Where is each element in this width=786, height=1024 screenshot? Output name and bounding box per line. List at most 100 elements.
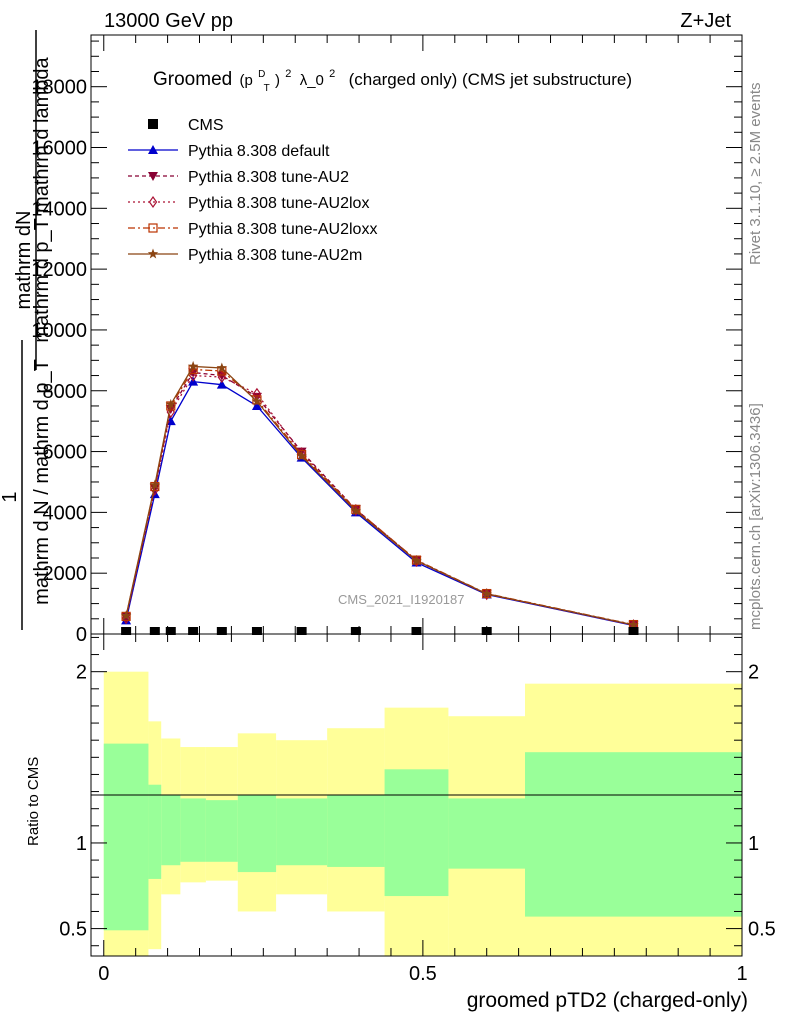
ratio-y-tick-label-right: 0.5 <box>748 919 776 941</box>
ratio-band-green <box>103 743 149 931</box>
y-tick-label: 6000 <box>43 442 88 464</box>
title-word: Groomed <box>153 69 232 90</box>
series-point <box>411 555 422 566</box>
cms-point <box>165 627 176 635</box>
y-axis-label: mathrm dN mathrm d p_T mathrm d lambda 1… <box>0 30 53 630</box>
legend-entry: Pythia 8.308 tune-AU2lox <box>128 195 369 212</box>
cms-point <box>350 627 361 635</box>
ratio-band-green <box>448 798 525 869</box>
x-tick-label: 1 <box>736 963 747 985</box>
series-point <box>165 398 177 409</box>
rivet-version-label: Rivet 3.1.10, ≥ 2.5M events <box>747 83 764 266</box>
ratio-band-green <box>205 800 238 862</box>
legend-marker <box>147 248 159 259</box>
legend-label: Pythia 8.308 tune-AU2lox <box>188 195 369 212</box>
ratio-band-green <box>384 769 449 897</box>
series-5 <box>120 360 639 630</box>
ratio-y-label: Ratio to CMS <box>25 757 42 846</box>
cms-point <box>251 627 262 635</box>
title-p-sub: T <box>264 83 270 94</box>
title-lambda: λ_0 <box>300 72 324 89</box>
legend-marker <box>148 145 158 154</box>
ratio-y-tick-label: 1 <box>76 833 87 855</box>
cms-point <box>149 627 160 635</box>
x-tick-label: 0.5 <box>409 963 437 985</box>
header-left: 13000 GeV pp <box>104 10 233 32</box>
ratio-y-tick-label: 2 <box>76 662 87 684</box>
series-point <box>350 505 362 516</box>
ratio-band-green <box>180 798 206 862</box>
title-p: (p <box>239 72 252 89</box>
cms-point <box>121 627 132 635</box>
cms-point <box>481 627 492 635</box>
ylabel-top-num: mathrm dN <box>13 211 35 310</box>
legend-label: Pythia 8.308 default <box>188 143 330 160</box>
ratio-band-green <box>237 795 277 873</box>
legend-entry: CMS <box>148 117 224 134</box>
y-tick-label: 10000 <box>31 320 87 342</box>
y-tick-label: 4000 <box>43 502 88 524</box>
legend-label: Pythia 8.308 tune-AU2loxx <box>188 221 377 238</box>
cms-data-layer <box>121 627 639 635</box>
title-p-sup: D <box>258 69 265 80</box>
series-4 <box>121 364 639 630</box>
cms-point <box>628 627 639 635</box>
ratio-band-green <box>161 795 181 866</box>
legend-label: CMS <box>188 117 224 134</box>
ratio-band-green <box>148 784 162 879</box>
series-point <box>149 479 161 490</box>
series-2 <box>121 368 639 630</box>
title-exp: 2 <box>285 68 291 80</box>
legend-label: Pythia 8.308 tune-AU2m <box>188 247 362 264</box>
legend-entry: Pythia 8.308 tune-AU2m <box>128 247 362 264</box>
cms-point <box>411 627 422 635</box>
legend-entry: Pythia 8.308 default <box>128 143 330 160</box>
series-point <box>628 619 639 630</box>
series-point <box>121 612 131 625</box>
y-tick-label: 18000 <box>31 77 87 99</box>
svg-text:Groomed (p D: Groomed (p D T ) 2 λ_0 2 (charged only) … <box>153 61 632 96</box>
ylabel-top-den: mathrm d p_T mathrm d lambda <box>31 56 53 342</box>
series-point <box>187 360 199 371</box>
analysis-watermark: CMS_2021_I1920187 <box>338 592 465 607</box>
legend: CMS Pythia 8.308 default Pythia 8.308 tune… <box>128 117 377 264</box>
x-axis-label: groomed pTD2 (charged-only) <box>467 989 748 1012</box>
ratio-axes: 0 0.5 10.5 0.51 12 2 <box>59 634 776 985</box>
y-tick-label: 12000 <box>31 259 87 281</box>
y-tick-label: 2000 <box>43 563 88 585</box>
series-point <box>120 610 132 621</box>
title-rest: (charged only) (CMS jet substructure) <box>349 70 632 89</box>
main-axes: 0 2000 4000 6000 8000 10000 12000 14000 16000 180… <box>31 35 743 646</box>
y-tick-label: 16000 <box>31 138 87 160</box>
title-lambda-exp: 2 <box>329 68 335 80</box>
x-tick-label: 0 <box>98 963 109 985</box>
ratio-band-green <box>525 752 742 917</box>
cms-point <box>216 627 227 635</box>
ratio-bands <box>103 671 742 956</box>
chart-title: Groomed (p D T ) 2 λ_0 2 (charged only) … <box>153 61 632 96</box>
ratio-band-green <box>327 795 385 867</box>
legend-marker <box>148 195 158 209</box>
series-line <box>125 365 634 626</box>
series-point <box>251 400 262 410</box>
header-right: Z+Jet <box>680 10 731 32</box>
series-point <box>296 450 307 461</box>
legend-marker <box>148 223 158 233</box>
legend-entry: Pythia 8.308 tune-AU2 <box>128 169 349 186</box>
series-point <box>481 588 492 599</box>
series-layer <box>120 360 639 632</box>
y-tick-label: 8000 <box>43 381 88 403</box>
ratio-band-green <box>276 798 328 866</box>
ratio-y-tick-label-right: 1 <box>748 833 759 855</box>
mcplots-label: mcplots.cern.ch [arXiv:1306.3436] <box>747 403 764 630</box>
y-tick-label: 14000 <box>31 198 87 220</box>
y-tick-label: 0 <box>76 624 87 646</box>
ylabel-bottom-num: mathrm d N / mathrm d p_T <box>31 359 53 605</box>
ylabel-one: 1 <box>0 491 21 502</box>
series-line <box>125 374 634 626</box>
ratio-y-tick-label-right: 2 <box>748 662 759 684</box>
series-line <box>125 380 634 627</box>
series-point <box>216 362 228 373</box>
series-point <box>216 379 227 389</box>
